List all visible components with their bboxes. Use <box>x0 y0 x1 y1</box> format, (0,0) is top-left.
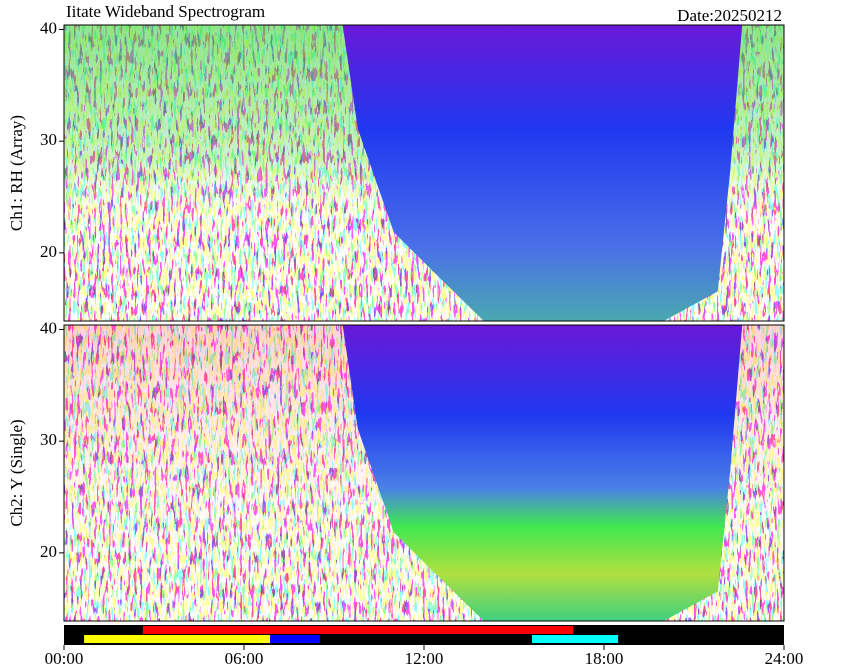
y-axis-label: Ch1: RH (Array) <box>7 115 26 231</box>
y-tick-label: 40 <box>40 318 57 337</box>
y-tick-label: 20 <box>40 542 57 561</box>
y-tick-label: 30 <box>40 430 57 449</box>
status-segment <box>532 635 619 643</box>
x-tick-label: 18:00 <box>585 649 624 668</box>
x-tick-label: 06:00 <box>225 649 264 668</box>
status-segment <box>142 626 574 634</box>
spectrogram-quiet-region <box>342 325 743 621</box>
x-tick-label: 12:00 <box>405 649 444 668</box>
panel-frame <box>63 24 785 322</box>
y-tick-label: 40 <box>40 18 57 37</box>
x-tick-label: 00:00 <box>45 649 84 668</box>
x-tick-label: 24:00 <box>765 649 804 668</box>
panel-frame <box>63 324 785 622</box>
spectrogram-quiet-region <box>342 25 743 321</box>
y-axis-label: Ch2: Y (Single) <box>7 419 26 526</box>
status-segment <box>84 635 271 643</box>
date-annotation: Date:20250212 <box>677 6 782 25</box>
chart-title: Iitate Wideband Spectrogram <box>66 2 265 21</box>
status-segment <box>270 635 320 643</box>
y-tick-label: 20 <box>40 242 57 261</box>
y-tick-label: 30 <box>40 130 57 149</box>
